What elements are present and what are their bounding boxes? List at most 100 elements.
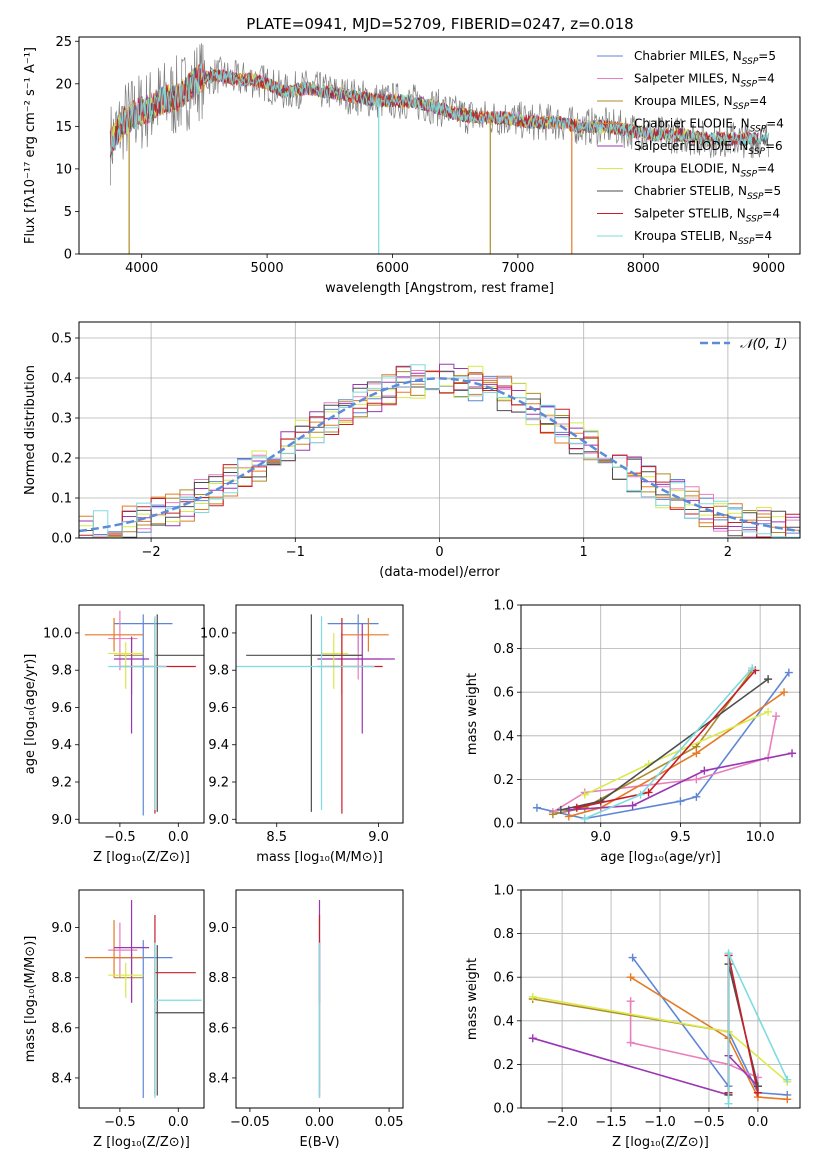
y-tick-label: 9.6 (51, 701, 72, 716)
y-tick-label: 9.4 (208, 738, 229, 753)
x-tick-label: 1 (580, 545, 588, 560)
panel-age_vs_z: −0.5 0.0 9.0 9.2 9.4 9.6 9.8 10.0 Z [log₁₀(Z/Z⊙)… (23, 604, 205, 865)
y-tick-label: 8.4 (51, 1071, 72, 1086)
panel-age_vs_mass: 8.5 9.0 9.0 9.2 9.4 9.6 9.8 10.0 mass [log₁₀(M/M… (200, 604, 404, 865)
y-tick-label: 1.0 (493, 884, 514, 899)
legend-sub: SSP (733, 102, 750, 112)
y-tick-label: 8.4 (208, 1071, 229, 1086)
weight-marker-kroupa_miles (548, 810, 557, 819)
panel-mass_vs_ebv: −0.05 0.00 0.05 8.4 8.6 8.8 9.0 E(B-V) (208, 889, 404, 1150)
axes-frame (78, 889, 205, 1109)
y-axis-label: mass [log₁₀(M/M⊙)] (23, 936, 38, 1063)
y-tick-label: 9.2 (51, 776, 72, 791)
y-tick-label: 8.8 (208, 971, 229, 986)
legend-main: Chabrier MILES, N (634, 49, 742, 63)
y-tick-label: 0.4 (493, 1014, 514, 1029)
y-axis-label: Normed distribution (23, 365, 38, 495)
y-tick-label: 9.0 (208, 921, 229, 936)
x-tick-label: 2 (724, 545, 732, 560)
y-tick-label: 8.6 (51, 1021, 72, 1036)
weight-marker-chabrier_stelib (596, 797, 605, 806)
plot-area-spectrum (109, 43, 770, 254)
legend-sub: SSP (748, 147, 765, 157)
y-tick-label: 5 (64, 205, 72, 220)
y-tick-label: 1.0 (493, 599, 514, 614)
weight-marker-chabrier_miles (628, 953, 637, 962)
normal-curve (79, 377, 800, 533)
y-tick-label: 0.8 (493, 642, 514, 657)
weight-marker-chabrier_elodie (780, 688, 789, 697)
x-axis-label: Z [log₁₀(Z/Z⊙)] (93, 1135, 190, 1150)
y-tick-label: 0.4 (51, 372, 72, 387)
legend-entry-kroupa_stelib: Kroupa STELIB, NSSP=4 (634, 229, 772, 247)
x-axis-label: mass [log₁₀(M/M⊙)] (256, 850, 383, 865)
weight-marker-kroupa_stelib (724, 1099, 733, 1108)
y-axis-label: Flux [fλ10⁻¹⁷ erg cm⁻² s⁻¹ A⁻¹] (23, 47, 38, 244)
plot-area-weight_vs_z (528, 949, 792, 1108)
y-tick-label: 8.8 (51, 971, 72, 986)
x-tick-label: 0.00 (305, 1115, 334, 1130)
y-tick-label: 0.6 (493, 686, 514, 701)
panel-weight_vs_z: −2.0 −1.5 −1.0 −0.5 0.0 0.0 0.2 0.4 0.6 0.8 1.0 Z [… (465, 884, 801, 1150)
x-tick-label: −1 (286, 545, 305, 560)
weight-marker-salpeter_stelib (753, 1088, 762, 1097)
y-tick-label: 0.5 (51, 332, 72, 347)
figure-title: PLATE=0941, MJD=52709, FIBERID=0247, z=0… (246, 15, 633, 33)
legend-tail: =4 (762, 207, 780, 221)
weight-line-salpeter_elodie (568, 752, 793, 811)
panel-weight_vs_age: 9.0 9.5 10.0 0.0 0.2 0.4 0.6 0.8 1.0 age [log₁₀(a… (465, 599, 801, 865)
weight-marker-kroupa_stelib (636, 790, 645, 799)
axes-frame (78, 321, 801, 539)
y-tick-label: 10 (55, 162, 72, 177)
y-tick-label: 0.8 (493, 927, 514, 942)
panel-spectrum: 4000 5000 6000 7000 8000 9000 0 5 10 15 20 25 wavele… (23, 35, 801, 296)
weight-marker-kroupa_elodie (580, 790, 589, 799)
legend-entry-chabrier_elodie: Chabrier ELODIE, NSSP=4 (634, 117, 784, 135)
weight-line-chabrier_elodie (568, 691, 785, 818)
legend-main: Kroupa MILES, N (634, 94, 733, 108)
legend-entry-kroupa_elodie: Kroupa ELODIE, NSSP=4 (634, 162, 775, 180)
legend-entry-kroupa_miles: Kroupa MILES, NSSP=4 (634, 94, 767, 112)
x-axis-label: Z [log₁₀(Z/Z⊙)] (612, 1135, 709, 1150)
legend-sub: SSP (750, 125, 767, 135)
weight-marker-chabrier_miles (784, 668, 793, 677)
weight-marker-chabrier_elodie (692, 749, 701, 758)
y-tick-label: 10.0 (43, 626, 72, 641)
y-tick-label: 9.6 (208, 701, 229, 716)
legend-sub: SSP (742, 57, 759, 67)
y-tick-label: 10.0 (200, 626, 229, 641)
weight-marker-kroupa_elodie (528, 992, 537, 1001)
y-axis-label: mass weight (465, 958, 480, 1040)
weight-marker-chabrier_elodie (626, 973, 635, 982)
y-tick-label: 9.4 (51, 738, 72, 753)
weight-marker-chabrier_miles (532, 803, 541, 812)
legend-sub: SSP (747, 192, 764, 202)
weight-marker-salpeter_miles (692, 775, 701, 784)
x-tick-label: 6000 (376, 261, 409, 276)
y-axis-label: mass weight (465, 673, 480, 755)
y-tick-label: 9.8 (51, 664, 72, 679)
x-tick-label: 8.5 (266, 830, 287, 845)
x-tick-label: 9.0 (368, 830, 389, 845)
y-tick-label: 0.4 (493, 729, 514, 744)
y-tick-label: 9.8 (208, 664, 229, 679)
weight-marker-chabrier_miles (676, 797, 685, 806)
y-tick-label: 0.2 (493, 773, 514, 788)
legend-tail: =5 (758, 49, 776, 63)
x-tick-label: −1.5 (595, 1115, 627, 1130)
x-tick-label: 9.5 (670, 830, 691, 845)
weight-marker-salpeter_elodie (564, 805, 573, 814)
legend-main: Salpeter MILES, N (634, 72, 741, 86)
x-axis-label: age [log₁₀(age/yr)] (600, 850, 721, 865)
plot-area-residuals (79, 363, 800, 538)
legend-main: Kroupa ELODIE, N (634, 162, 741, 176)
x-tick-label: 0.0 (168, 1115, 189, 1130)
legend-sub: SSP (738, 237, 755, 247)
plot-area-mass_vs_z (84, 900, 204, 1098)
histogram-kroupa_stelib (79, 364, 800, 538)
y-tick-label: 8.6 (208, 1021, 229, 1036)
y-tick-label: 0.0 (493, 817, 514, 832)
y-tick-label: 25 (55, 35, 72, 50)
weight-marker-salpeter_elodie (628, 801, 637, 810)
